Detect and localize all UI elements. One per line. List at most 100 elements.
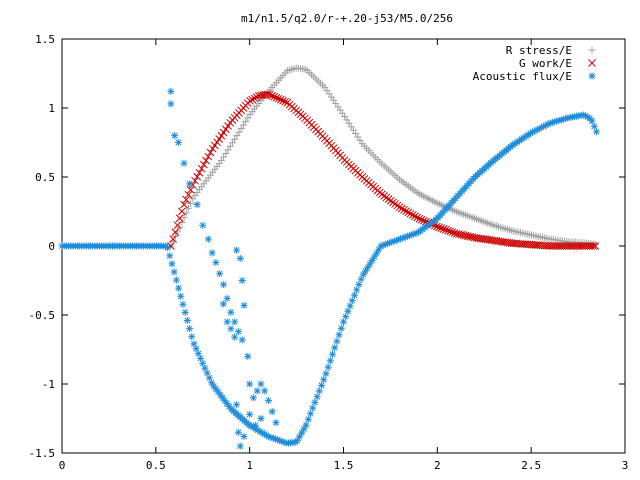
data-point (219, 128, 228, 137)
data-point (167, 87, 175, 95)
data-point (350, 291, 358, 299)
data-point (270, 92, 279, 101)
y-tick-label: 1.5 (35, 33, 55, 46)
series-layer (58, 64, 600, 450)
chart-title: m1/n1.5/q2.0/r-+.20-j53/M5.0/256 (241, 12, 453, 25)
data-point (215, 135, 224, 143)
data-point (206, 148, 215, 157)
data-point (187, 200, 195, 208)
data-point (413, 213, 422, 222)
data-point (219, 281, 227, 289)
data-point (322, 370, 330, 378)
y-tick-label: 0.5 (35, 171, 55, 184)
data-point (234, 328, 242, 336)
data-point (406, 209, 415, 218)
data-point (318, 381, 326, 389)
data-point (272, 93, 281, 102)
data-point (272, 419, 280, 427)
data-point (167, 100, 175, 108)
data-point (346, 302, 354, 310)
data-point (402, 207, 411, 215)
data-point (238, 277, 246, 284)
data-point (224, 122, 232, 130)
data-point (331, 344, 339, 352)
data-point (170, 268, 178, 276)
data-point (182, 195, 191, 204)
data-point (411, 212, 419, 221)
data-point (251, 421, 259, 429)
data-point (203, 369, 211, 377)
data-point (342, 313, 350, 321)
data-point (326, 357, 334, 365)
data-point (223, 318, 231, 326)
data-point (353, 286, 361, 294)
data-point (180, 159, 188, 167)
series-plus (167, 64, 599, 250)
data-point (186, 186, 195, 194)
data-point (264, 397, 272, 405)
data-point (281, 97, 290, 106)
data-point (257, 380, 265, 388)
data-point (208, 144, 217, 153)
x-tick-label: 0 (59, 459, 66, 472)
data-point (433, 222, 441, 231)
data-point (208, 379, 216, 387)
data-point (177, 292, 185, 300)
data-point (231, 135, 239, 143)
data-point (175, 284, 183, 292)
data-point (180, 200, 188, 209)
data-point (188, 333, 196, 341)
x-tick-label: 2 (434, 459, 441, 472)
data-point (242, 117, 250, 125)
data-point (217, 157, 225, 165)
data-point (397, 204, 406, 213)
data-point (240, 301, 248, 309)
data-point (415, 214, 424, 223)
data-point (441, 225, 450, 234)
data-point (329, 350, 337, 358)
data-point (592, 128, 600, 136)
data-point (221, 125, 230, 134)
data-point (208, 249, 216, 257)
x-tick-label: 2.5 (521, 459, 541, 472)
data-point (588, 117, 596, 125)
data-point (239, 121, 247, 129)
data-point (348, 297, 356, 305)
data-point (246, 410, 254, 418)
data-point (216, 270, 224, 278)
data-point (177, 207, 186, 216)
data-point (213, 138, 221, 147)
y-tick-label: -1 (42, 378, 55, 391)
data-point (590, 122, 598, 130)
data-point (227, 308, 235, 316)
data-point (224, 146, 232, 154)
data-point (171, 132, 179, 140)
data-point (246, 380, 254, 388)
data-point (246, 97, 254, 105)
x-tick-label: 1 (246, 459, 253, 472)
data-point (222, 149, 230, 157)
data-point (201, 364, 209, 372)
data-point (193, 172, 202, 181)
data-point (237, 125, 245, 133)
data-point (199, 221, 207, 229)
data-point (268, 408, 276, 416)
series-star (58, 87, 600, 450)
data-point (265, 90, 274, 99)
data-point (166, 252, 174, 260)
data-point (174, 139, 182, 146)
data-point (168, 260, 176, 268)
data-point (450, 229, 459, 237)
data-point (244, 352, 252, 360)
data-point (404, 208, 413, 217)
data-point (444, 226, 452, 235)
data-point (240, 432, 248, 440)
data-point (219, 300, 227, 308)
x-tick-label: 3 (622, 459, 629, 472)
data-point (172, 276, 180, 284)
data-point (210, 141, 219, 150)
data-point (337, 324, 345, 332)
data-point (180, 214, 188, 222)
data-point (204, 235, 212, 243)
